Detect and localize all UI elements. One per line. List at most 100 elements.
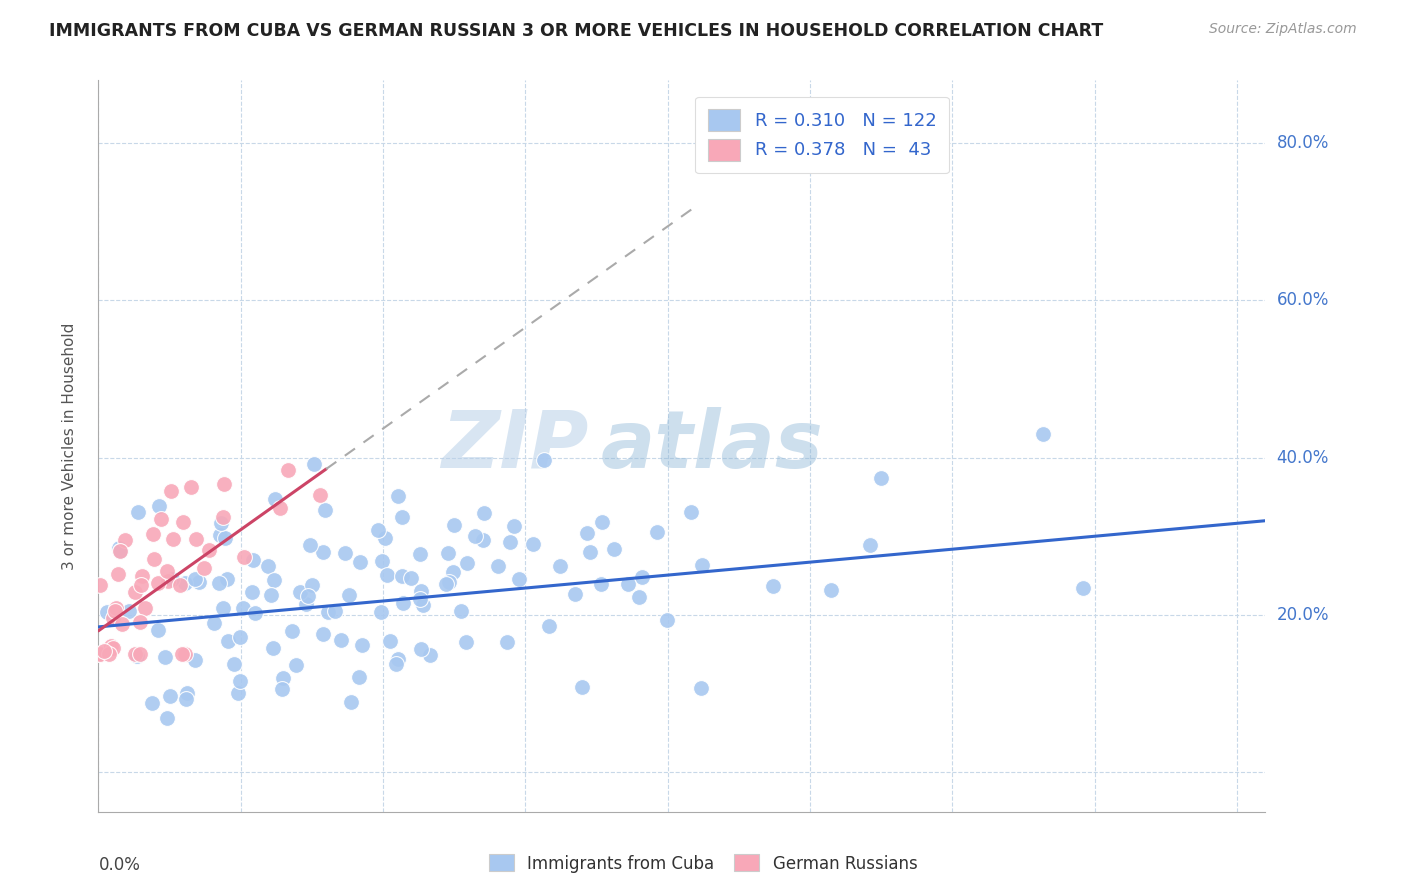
Point — [211, 510, 233, 524]
Point — [148, 499, 170, 513]
Point — [392, 596, 415, 610]
Point — [441, 565, 464, 579]
Point — [262, 640, 284, 655]
Point — [180, 480, 202, 494]
Point — [591, 515, 613, 529]
Point — [762, 579, 785, 593]
Point — [142, 552, 165, 566]
Point — [108, 541, 131, 556]
Point — [184, 572, 207, 586]
Point — [271, 681, 294, 696]
Point — [370, 605, 392, 619]
Point — [209, 516, 232, 530]
Point — [496, 634, 519, 648]
Point — [371, 554, 394, 568]
Point — [564, 587, 586, 601]
Point — [437, 546, 460, 560]
Text: 40.0%: 40.0% — [1277, 449, 1329, 467]
Text: 0.0%: 0.0% — [98, 855, 141, 873]
Point — [105, 600, 128, 615]
Text: IMMIGRANTS FROM CUBA VS GERMAN RUSSIAN 3 OR MORE VEHICLES IN HOUSEHOLD CORRELATI: IMMIGRANTS FROM CUBA VS GERMAN RUSSIAN 3… — [49, 22, 1104, 40]
Point — [387, 652, 409, 666]
Point — [627, 590, 650, 604]
Point — [339, 588, 361, 602]
Point — [172, 515, 194, 529]
Point — [222, 657, 245, 672]
Point — [125, 648, 148, 663]
Point — [169, 578, 191, 592]
Point — [591, 577, 613, 591]
Point — [349, 555, 371, 569]
Point — [217, 633, 239, 648]
Y-axis label: 3 or more Vehicles in Household: 3 or more Vehicles in Household — [62, 322, 77, 570]
Point — [212, 476, 235, 491]
Point — [96, 605, 118, 619]
Point — [617, 576, 640, 591]
Point — [174, 692, 197, 706]
Point — [89, 648, 111, 662]
Point — [142, 526, 165, 541]
Point — [411, 584, 433, 599]
Point — [538, 619, 561, 633]
Point — [522, 537, 544, 551]
Point — [162, 532, 184, 546]
Point — [131, 569, 153, 583]
Point — [89, 648, 111, 662]
Point — [399, 571, 422, 585]
Point — [150, 512, 173, 526]
Point — [631, 570, 654, 584]
Point — [316, 605, 339, 619]
Point — [232, 600, 254, 615]
Text: 80.0%: 80.0% — [1277, 134, 1329, 153]
Point — [443, 518, 465, 533]
Point — [159, 483, 181, 498]
Point — [335, 546, 357, 560]
Point — [454, 635, 477, 649]
Point — [141, 696, 163, 710]
Point — [820, 582, 842, 597]
Point — [486, 558, 509, 573]
Point — [160, 572, 183, 586]
Point — [281, 624, 304, 639]
Point — [93, 643, 115, 657]
Point — [602, 542, 624, 557]
Point — [128, 648, 150, 662]
Point — [170, 648, 193, 662]
Point — [242, 553, 264, 567]
Point — [409, 642, 432, 657]
Point — [679, 505, 702, 519]
Point — [311, 544, 333, 558]
Point — [156, 574, 179, 588]
Point — [129, 577, 152, 591]
Point — [214, 531, 236, 545]
Point — [108, 544, 131, 558]
Point — [1032, 427, 1054, 442]
Point — [347, 670, 370, 684]
Point — [471, 533, 494, 547]
Point — [148, 623, 170, 637]
Point — [103, 641, 125, 656]
Point — [299, 538, 322, 552]
Point — [858, 538, 880, 552]
Point — [228, 674, 250, 689]
Point — [576, 525, 599, 540]
Point — [271, 671, 294, 685]
Point — [434, 576, 457, 591]
Point — [197, 543, 219, 558]
Point — [647, 525, 669, 540]
Point — [176, 685, 198, 699]
Point — [550, 559, 572, 574]
Point — [690, 558, 713, 573]
Point — [1073, 581, 1095, 595]
Point — [269, 500, 291, 515]
Text: 60.0%: 60.0% — [1277, 292, 1329, 310]
Point — [285, 657, 308, 672]
Point — [184, 653, 207, 667]
Point — [101, 610, 124, 624]
Point — [264, 491, 287, 506]
Text: atlas: atlas — [600, 407, 823, 485]
Point — [412, 598, 434, 612]
Point — [533, 452, 555, 467]
Point — [226, 686, 249, 700]
Point — [464, 529, 486, 543]
